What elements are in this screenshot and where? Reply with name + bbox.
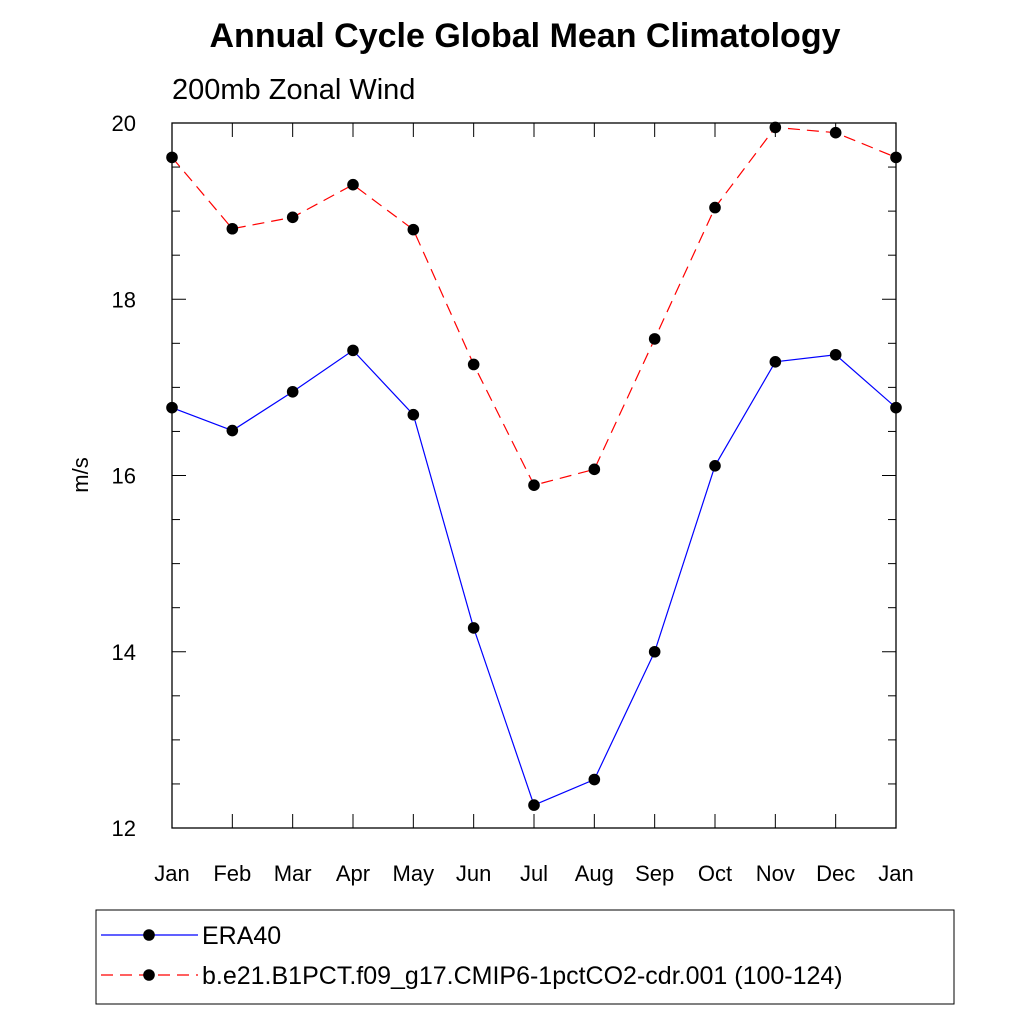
data-point-series-2 <box>829 126 842 139</box>
data-point-series-1 <box>829 348 842 361</box>
data-point-series-1 <box>769 356 782 368</box>
data-point-series-2 <box>467 358 480 371</box>
data-point-series-2 <box>286 211 299 224</box>
data-point-series-2 <box>347 178 359 191</box>
legend-marker-1 <box>143 929 155 941</box>
legend-marker-2 <box>143 969 155 981</box>
x-tick-label: Oct <box>698 861 732 886</box>
x-tick-label: Aug <box>575 861 614 886</box>
y-tick-label: 20 <box>112 111 136 136</box>
data-point-series-2 <box>407 223 420 236</box>
x-tick-label: Apr <box>336 861 370 886</box>
data-point-series-1 <box>166 401 178 414</box>
y-tick-label: 12 <box>112 816 136 841</box>
legend-box <box>95 909 955 1005</box>
x-tick-label: Feb <box>213 861 251 886</box>
data-point-series-1 <box>648 645 661 658</box>
y-tick-label: 14 <box>112 640 136 665</box>
x-tick-label: Jul <box>520 861 548 886</box>
data-point-series-2 <box>588 463 601 476</box>
y-tick-label: 18 <box>112 287 136 312</box>
data-point-series-1 <box>347 344 359 357</box>
legend: ERA40 b.e21.B1PCT.f09_g17.CMIP6-1pctCO2-c… <box>95 909 955 1005</box>
axes: 12 14 16 18 20 Jan Feb Mar Apr May Jun Jul Aug Sep Oct… <box>112 111 914 886</box>
x-tick-label: Mar <box>274 861 312 886</box>
x-tick-label: Jan <box>154 861 189 886</box>
series-line-2 <box>171 126 897 486</box>
data-point-series-1 <box>286 385 299 398</box>
data-point-series-1 <box>709 460 721 472</box>
legend-label-1: ERA40 <box>202 922 281 950</box>
data-point-series-2 <box>709 201 721 214</box>
series-layer <box>166 121 902 811</box>
data-point-series-2 <box>890 151 902 164</box>
y-axis-label: m/s <box>68 457 93 492</box>
x-tick-label: Nov <box>756 861 795 886</box>
data-point-series-2 <box>528 479 540 491</box>
x-tick-label: Jun <box>456 861 491 886</box>
data-point-series-2 <box>769 121 782 134</box>
series-line-1 <box>171 349 897 806</box>
plot-frame <box>171 122 897 829</box>
data-point-series-1 <box>467 622 480 634</box>
chart-subtitle: 200mb Zonal Wind <box>172 74 415 106</box>
x-tick-label: Jan <box>878 861 913 886</box>
data-point-series-1 <box>588 773 601 786</box>
data-point-series-1 <box>890 401 902 414</box>
y-tick-label: 16 <box>112 464 136 489</box>
data-point-series-1 <box>528 799 540 811</box>
x-tick-label: Dec <box>816 861 855 886</box>
chart-title: Annual Cycle Global Mean Climatology <box>210 17 841 55</box>
data-point-series-1 <box>226 424 239 437</box>
data-point-series-2 <box>166 151 178 164</box>
data-point-series-2 <box>226 222 239 235</box>
data-point-series-2 <box>648 333 661 345</box>
x-tick-label: Sep <box>635 861 674 886</box>
legend-label-2: b.e21.B1PCT.f09_g17.CMIP6-1pctCO2-cdr.00… <box>202 962 843 990</box>
data-point-series-1 <box>407 408 420 421</box>
x-tick-label: May <box>393 861 435 886</box>
